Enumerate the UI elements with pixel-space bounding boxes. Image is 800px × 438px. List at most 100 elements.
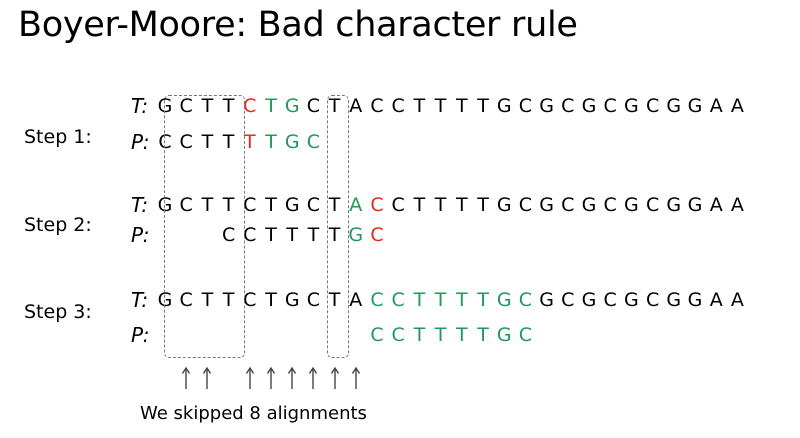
- text-char: C: [370, 289, 384, 311]
- text-char: C: [306, 95, 321, 117]
- text-char: G: [666, 194, 682, 216]
- text-char: T: [328, 95, 341, 117]
- pattern-char: T: [328, 224, 341, 246]
- text-char: T: [201, 289, 214, 311]
- pattern-char: G: [348, 224, 364, 246]
- skipped-alignment-arrow: [351, 366, 361, 390]
- text-char: G: [581, 194, 597, 216]
- text-char: A: [730, 289, 744, 311]
- text-char: G: [496, 95, 512, 117]
- text-char: G: [581, 289, 597, 311]
- text-char: C: [645, 289, 660, 311]
- text-char: T: [455, 194, 468, 216]
- text-char: A: [709, 194, 723, 216]
- text-char: C: [603, 289, 617, 311]
- text-char: G: [284, 289, 300, 311]
- text-char: C: [370, 194, 384, 216]
- text-char: C: [370, 95, 384, 117]
- text-char: T: [477, 194, 489, 216]
- pattern-tag-1: P:: [131, 130, 150, 154]
- pattern-char: T: [222, 131, 235, 153]
- text-char: A: [349, 289, 363, 311]
- pattern-char: C: [306, 131, 321, 153]
- pattern-tag-3: P:: [131, 323, 150, 347]
- pattern-char: T: [413, 324, 426, 346]
- skipped-region-box-right: [327, 95, 349, 358]
- skipped-alignment-arrow: [287, 366, 297, 390]
- pattern-char: T: [286, 224, 298, 246]
- text-tag-3: T:: [131, 288, 149, 312]
- text-char: C: [179, 95, 193, 117]
- text-char: C: [518, 289, 533, 311]
- text-char: C: [391, 194, 405, 216]
- text-char: C: [645, 194, 660, 216]
- skipped-alignment-arrow: [181, 366, 191, 390]
- pattern-char: C: [221, 224, 236, 246]
- text-char: G: [496, 194, 512, 216]
- text-char: C: [518, 194, 533, 216]
- step-label-1: Step 1:: [24, 126, 92, 148]
- text-char: G: [284, 95, 300, 117]
- text-tag-1: T:: [131, 94, 149, 118]
- text-char: G: [284, 194, 300, 216]
- pattern-char: C: [179, 131, 193, 153]
- text-char: C: [645, 95, 660, 117]
- skipped-alignment-arrow: [202, 366, 212, 390]
- pattern-char: T: [243, 131, 256, 153]
- text-char: A: [730, 194, 744, 216]
- text-char: G: [624, 194, 639, 216]
- text-char: C: [243, 95, 257, 117]
- pattern-char: G: [496, 324, 512, 346]
- pattern-char: T: [265, 224, 277, 246]
- text-char: A: [709, 289, 723, 311]
- text-char: C: [179, 194, 193, 216]
- pattern-char: C: [391, 324, 405, 346]
- text-char: G: [687, 194, 703, 216]
- pattern-char: T: [434, 324, 447, 346]
- pattern-char: C: [243, 224, 257, 246]
- skipped-alignment-arrow: [308, 366, 318, 390]
- pattern-char: C: [518, 324, 533, 346]
- pattern-char: C: [370, 224, 384, 246]
- pattern-char: G: [284, 131, 300, 153]
- text-char: T: [434, 194, 447, 216]
- text-char: C: [243, 289, 257, 311]
- text-char: A: [349, 95, 363, 117]
- text-char: G: [581, 95, 597, 117]
- text-char: T: [477, 95, 489, 117]
- text-char: T: [413, 194, 426, 216]
- text-char: T: [455, 95, 468, 117]
- step-label-2: Step 2:: [24, 214, 92, 236]
- pattern-char: T: [455, 324, 468, 346]
- text-char: C: [603, 194, 617, 216]
- text-char: C: [518, 95, 533, 117]
- text-char: T: [434, 95, 447, 117]
- text-char: G: [539, 95, 554, 117]
- text-char: C: [561, 95, 575, 117]
- text-char: A: [730, 95, 744, 117]
- text-char: A: [349, 194, 363, 216]
- text-char: T: [455, 289, 468, 311]
- step-label-3: Step 3:: [24, 301, 92, 323]
- skipped-caption: We skipped 8 alignments: [140, 403, 367, 424]
- text-char: G: [666, 289, 682, 311]
- text-char: G: [687, 289, 703, 311]
- text-char: T: [222, 289, 235, 311]
- pattern-char: T: [201, 131, 214, 153]
- text-char: C: [179, 289, 193, 311]
- text-char: A: [709, 95, 723, 117]
- text-char: C: [391, 95, 405, 117]
- text-char: C: [306, 194, 321, 216]
- slide-title: Boyer-Moore: Bad character rule: [18, 5, 578, 45]
- text-char: T: [222, 194, 235, 216]
- pattern-char: T: [307, 224, 320, 246]
- pattern-tag-2: P:: [131, 223, 150, 247]
- text-char: T: [434, 289, 447, 311]
- text-char: T: [265, 289, 277, 311]
- text-char: C: [243, 194, 257, 216]
- text-char: T: [201, 194, 214, 216]
- text-char: T: [222, 95, 235, 117]
- text-char: G: [624, 289, 639, 311]
- pattern-char: C: [158, 131, 172, 153]
- text-char: C: [391, 289, 405, 311]
